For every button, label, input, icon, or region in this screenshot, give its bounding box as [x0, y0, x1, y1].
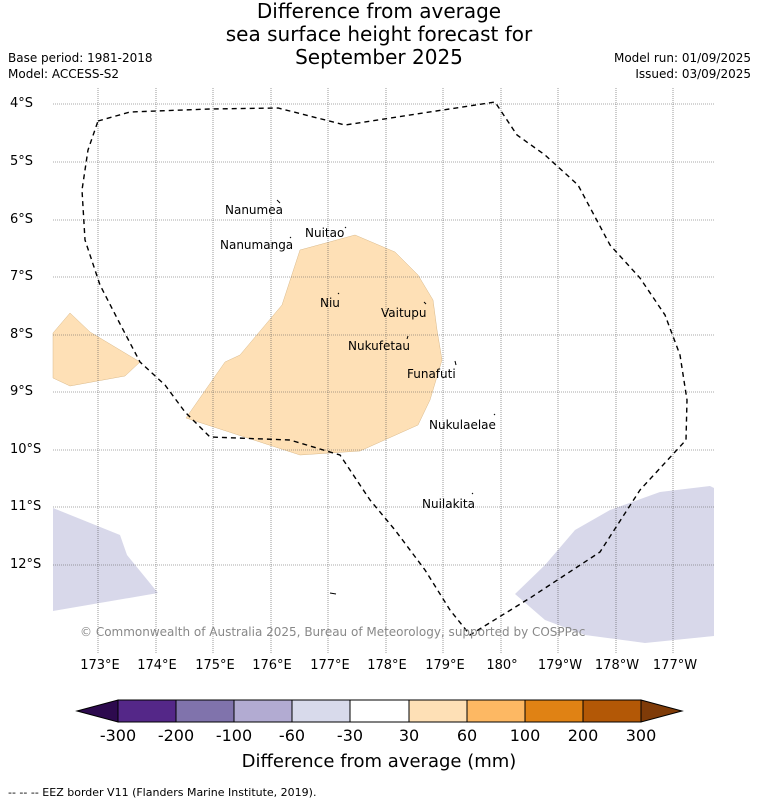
colorbar-tick-1: -200	[157, 726, 195, 745]
island-marker-nuilakita	[471, 492, 474, 495]
lon-label-180: 180°	[486, 658, 518, 673]
island-label-nanumanga: Nanumanga	[220, 238, 293, 252]
island-label-nukulaelae: Nukulaelae	[429, 418, 496, 432]
colorbar	[75, 699, 684, 723]
island-label-nuitao: Nuitao	[305, 226, 344, 240]
colorbar-tick-6: 60	[456, 726, 478, 745]
island-marker-niu	[337, 292, 340, 295]
lon-label-179w: 179°W	[537, 658, 583, 673]
positive-anomaly-region	[52, 234, 443, 456]
colorbar-bin-6	[408, 699, 468, 723]
lat-label-11s: 11°S	[10, 499, 42, 514]
eez-border	[81, 101, 688, 636]
colorbar-tick-7: 100	[509, 726, 541, 745]
title-line-3: September 2025	[295, 45, 463, 69]
copyright-notice: © Commonwealth of Australia 2025, Bureau…	[80, 625, 585, 639]
lon-label-176e: 176°E	[252, 658, 292, 673]
lat-label-5s: 5°S	[10, 154, 34, 169]
colorbar-min-extend	[75, 699, 119, 723]
colorbar-tick-4: -30	[336, 726, 364, 745]
model-name: Model: ACCESS-S2	[8, 67, 120, 81]
island-marker-nuitao	[344, 226, 347, 229]
colorbar-bin-4	[291, 699, 351, 723]
island-marker-nukufetau	[406, 335, 409, 340]
colorbar-tick-3: -60	[278, 726, 306, 745]
negative-anomaly-region	[53, 486, 714, 643]
gridlines	[53, 88, 714, 654]
colorbar-tick-2: -100	[215, 726, 253, 745]
island-label-niu: Niu	[320, 296, 340, 310]
lat-label-6s: 6°S	[10, 212, 34, 227]
issued-date: Issued: 03/09/2025	[635, 67, 751, 81]
island-marker-nanumea	[276, 199, 281, 204]
map-title: Difference from average sea surface heig…	[0, 0, 758, 69]
lat-label-12s: 12°S	[10, 557, 42, 572]
island-label-nukufetau: Nukufetau	[348, 339, 410, 353]
colorbar-max-extend	[640, 699, 684, 723]
lat-label-7s: 7°S	[10, 269, 34, 284]
lat-label-8s: 8°S	[10, 327, 34, 342]
lat-label-10s: 10°S	[10, 442, 42, 457]
island-label-funafuti: Funafuti	[407, 367, 456, 381]
metadata-left: Base period: 1981-2018 Model: ACCESS-S2	[8, 50, 153, 82]
lon-label-177w: 177°W	[652, 658, 698, 673]
colorbar-bin-3	[233, 699, 293, 723]
lon-label-174e: 174°E	[137, 658, 177, 673]
lat-label-4s: 4°S	[10, 96, 34, 111]
model-run: Model run: 01/09/2025	[613, 51, 751, 65]
island-marker-south	[329, 592, 337, 595]
island-marker-nanumanga	[289, 236, 292, 239]
island-marker-vaitupu	[423, 301, 427, 305]
title-line-1: Difference from average	[256, 0, 502, 23]
island-marker-nukulaelae	[493, 413, 496, 416]
lon-label-179e: 179°E	[425, 658, 465, 673]
lat-label-9s: 9°S	[10, 384, 34, 399]
colorbar-bin-8	[524, 699, 584, 723]
colorbar-tick-5: 30	[398, 726, 420, 745]
colorbar-bin-7	[466, 699, 526, 723]
lon-label-173e: 173°E	[80, 658, 120, 673]
island-label-nuilakita: Nuilakita	[422, 497, 475, 511]
lon-label-178w: 178°W	[594, 658, 640, 673]
island-markers	[276, 199, 496, 595]
island-label-nanumea: Nanumea	[225, 203, 283, 217]
lon-label-178e: 178°E	[367, 658, 407, 673]
title-line-2: sea surface height forecast for	[225, 22, 533, 46]
colorbar-bin-9	[582, 699, 642, 723]
lon-label-177e: 177°E	[310, 658, 350, 673]
lon-label-175e: 175°E	[195, 658, 235, 673]
colorbar-tick-8: 200	[567, 726, 599, 745]
colorbar-bin-2	[175, 699, 235, 723]
colorbar-bin-5	[349, 699, 410, 723]
island-label-vaitupu: Vaitupu	[381, 306, 427, 320]
island-marker-funafuti	[454, 360, 457, 366]
eez-footnote: -- -- -- EEZ border V11 (Flanders Marine…	[8, 786, 317, 799]
colorbar-tick-0: -300	[99, 726, 137, 745]
colorbar-bin-1	[117, 699, 177, 723]
colorbar-title: Difference from average (mm)	[241, 751, 517, 772]
metadata-right: Model run: 01/09/2025 Issued: 03/09/2025	[614, 50, 751, 82]
base-period: Base period: 1981-2018	[8, 51, 153, 65]
colorbar-tick-9: 300	[625, 726, 657, 745]
